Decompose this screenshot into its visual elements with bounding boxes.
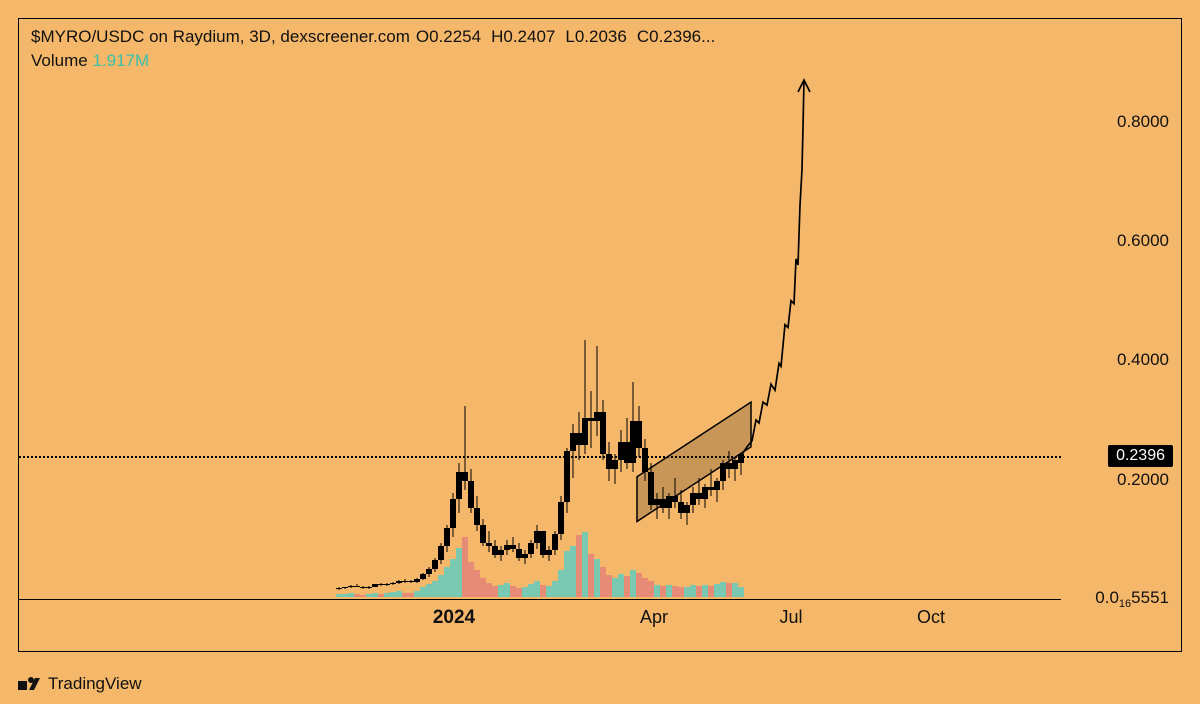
x-tick-label: Jul xyxy=(779,607,802,628)
x-tick-label: 2024 xyxy=(433,607,475,629)
tradingview-watermark: TradingView xyxy=(18,674,142,694)
tradingview-logo-icon xyxy=(18,677,40,691)
x-tick-label: Apr xyxy=(640,607,668,628)
y-tick-label: 0.8000 xyxy=(1117,112,1169,132)
x-tick-label: Oct xyxy=(917,607,945,628)
volume-value: 1.917M xyxy=(92,51,149,70)
volume-row: Volume 1.917M xyxy=(31,51,149,71)
watermark-label: TradingView xyxy=(48,674,142,694)
y-tick-label: 0.4000 xyxy=(1117,350,1169,370)
overlay-svg xyxy=(19,74,1061,597)
baseline xyxy=(19,599,1061,600)
plot-area[interactable] xyxy=(19,74,1061,597)
current-price-line xyxy=(19,456,1061,458)
y-tick-label: 0.2000 xyxy=(1117,470,1169,490)
projection-line[interactable] xyxy=(741,80,804,456)
current-price-badge: 0.2396 xyxy=(1108,445,1173,467)
chart-header: $MYRO/USDC on Raydium, 3D, dexscreener.c… xyxy=(31,27,715,47)
ohlc-row: O0.2254 H0.2407 L0.2036 C0.2396... xyxy=(416,27,715,47)
y-axis[interactable]: 0.80000.60000.40000.23960.20000.0165551 xyxy=(1061,74,1181,597)
volume-label: Volume xyxy=(31,51,88,70)
channel-annotation[interactable] xyxy=(637,402,751,521)
y-tick-label: 0.6000 xyxy=(1117,231,1169,251)
y-tick-label: 0.0165551 xyxy=(1095,588,1169,610)
symbol-label: $MYRO/USDC on Raydium, 3D, dexscreener.c… xyxy=(31,27,410,47)
chart-frame: $MYRO/USDC on Raydium, 3D, dexscreener.c… xyxy=(18,18,1182,652)
x-axis[interactable]: 2024 Apr Jul Oct xyxy=(19,597,1061,651)
